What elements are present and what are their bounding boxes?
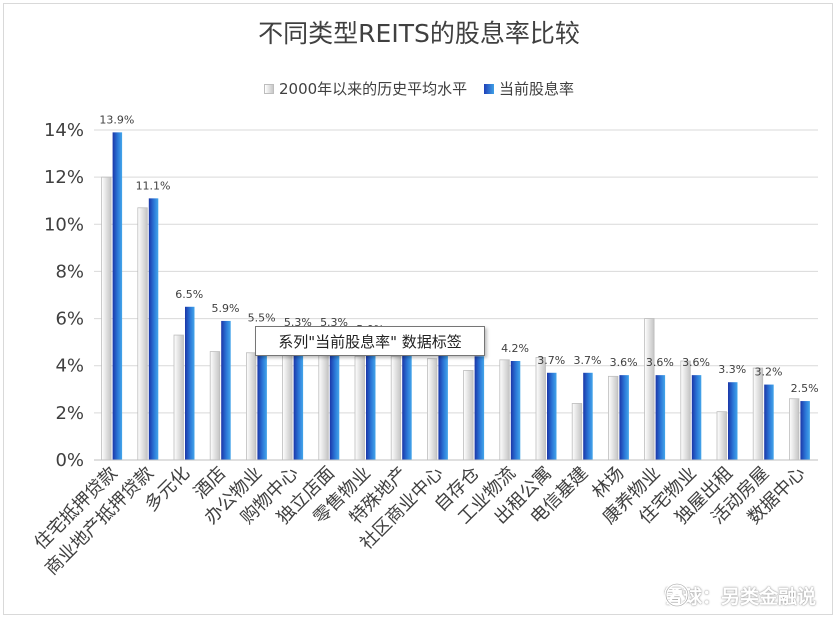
y-tick-label: 10% bbox=[44, 214, 84, 235]
bar-current[interactable] bbox=[402, 344, 412, 461]
bar-current[interactable] bbox=[510, 361, 521, 460]
data-label: 11.1% bbox=[136, 179, 171, 192]
bar-historical[interactable] bbox=[426, 358, 438, 461]
bar-current[interactable] bbox=[185, 306, 195, 460]
bar-historical[interactable] bbox=[101, 176, 112, 461]
data-label-tooltip: 系列"当前股息率" 数据标签 bbox=[255, 326, 485, 356]
bar-historical[interactable] bbox=[282, 353, 293, 461]
bar-historical[interactable] bbox=[499, 359, 510, 461]
data-label: 3.6% bbox=[682, 356, 710, 369]
bar-historical[interactable] bbox=[535, 357, 546, 461]
bar-current[interactable] bbox=[655, 375, 666, 460]
bar-current[interactable] bbox=[728, 382, 738, 460]
bar-historical[interactable] bbox=[209, 351, 221, 461]
bar-historical[interactable] bbox=[789, 398, 800, 461]
bar-current[interactable] bbox=[800, 401, 810, 460]
legend-item-historical[interactable]: 2000年以来的历史平均水平 bbox=[264, 78, 467, 99]
bar-current[interactable] bbox=[257, 330, 267, 460]
data-label: 5.3% bbox=[284, 316, 312, 329]
data-label: 6.5% bbox=[175, 288, 203, 301]
data-label: 3.7% bbox=[537, 354, 565, 367]
bar-historical[interactable] bbox=[608, 375, 619, 461]
snowball-logo-icon bbox=[664, 582, 690, 608]
data-label: 3.6% bbox=[610, 356, 638, 369]
bar-historical[interactable] bbox=[571, 403, 583, 461]
legend-label-historical: 2000年以来的历史平均水平 bbox=[279, 80, 468, 98]
data-label: 2.5% bbox=[791, 382, 819, 395]
data-label: 3.6% bbox=[646, 356, 674, 369]
legend-swatch-historical bbox=[264, 83, 274, 94]
bar-current[interactable] bbox=[583, 372, 593, 460]
bar-historical[interactable] bbox=[245, 352, 257, 461]
bar-historical[interactable] bbox=[752, 367, 764, 461]
y-tick-label: 14% bbox=[44, 120, 84, 141]
bar-current[interactable] bbox=[221, 320, 231, 460]
bars bbox=[101, 132, 810, 461]
bar-historical[interactable] bbox=[173, 334, 184, 461]
chart-title: 不同类型REITS的股息率比较 bbox=[258, 19, 580, 48]
bar-historical[interactable] bbox=[390, 355, 402, 461]
bar-current[interactable] bbox=[438, 351, 448, 460]
data-label: 4.2% bbox=[501, 342, 529, 355]
y-tick-label: 8% bbox=[55, 261, 84, 282]
bar-current[interactable] bbox=[329, 335, 340, 460]
data-label: 3.2% bbox=[754, 366, 782, 379]
bar-current[interactable] bbox=[619, 375, 629, 460]
watermark: 雪球：另类金融说 bbox=[664, 582, 816, 609]
bar-historical[interactable] bbox=[644, 318, 655, 461]
bar-historical[interactable] bbox=[354, 355, 365, 461]
data-label: 3.3% bbox=[718, 363, 746, 376]
data-label: 3.7% bbox=[573, 354, 601, 367]
legend-label-current: 当前股息率 bbox=[498, 80, 574, 98]
data-labels: 13.9%11.1%6.5%5.9%5.5%5.3%5.3%5.0%4.2%3.… bbox=[99, 113, 818, 395]
bar-historical[interactable] bbox=[680, 360, 691, 461]
y-tick-label: 12% bbox=[44, 167, 84, 188]
bar-current[interactable] bbox=[691, 375, 702, 460]
data-label: 5.3% bbox=[320, 316, 348, 329]
bar-current[interactable] bbox=[764, 384, 774, 460]
data-label: 5.5% bbox=[248, 311, 276, 324]
data-label: 5.9% bbox=[211, 302, 239, 315]
bar-historical[interactable] bbox=[716, 411, 727, 461]
bar-historical[interactable] bbox=[137, 207, 148, 461]
legend-swatch-current bbox=[483, 83, 494, 94]
bar-current[interactable] bbox=[112, 132, 123, 460]
data-label: 13.9% bbox=[99, 113, 134, 126]
bar-current[interactable] bbox=[148, 198, 159, 460]
legend-item-current[interactable]: 当前股息率 bbox=[483, 78, 574, 99]
bar-historical[interactable] bbox=[463, 370, 474, 461]
watermark-text: 雪球：另类金融说 bbox=[663, 586, 816, 608]
bar-current[interactable] bbox=[474, 356, 485, 460]
chart-legend: 2000年以来的历史平均水平 当前股息率 bbox=[0, 78, 838, 99]
bar-current[interactable] bbox=[366, 342, 376, 460]
bar-current[interactable] bbox=[293, 335, 304, 460]
y-tick-label: 2% bbox=[55, 403, 84, 424]
y-tick-label: 6% bbox=[55, 309, 84, 330]
y-tick-label: 4% bbox=[55, 356, 84, 377]
y-tick-label: 0% bbox=[55, 450, 84, 471]
bar-historical[interactable] bbox=[318, 353, 329, 461]
bar-current[interactable] bbox=[547, 372, 557, 460]
